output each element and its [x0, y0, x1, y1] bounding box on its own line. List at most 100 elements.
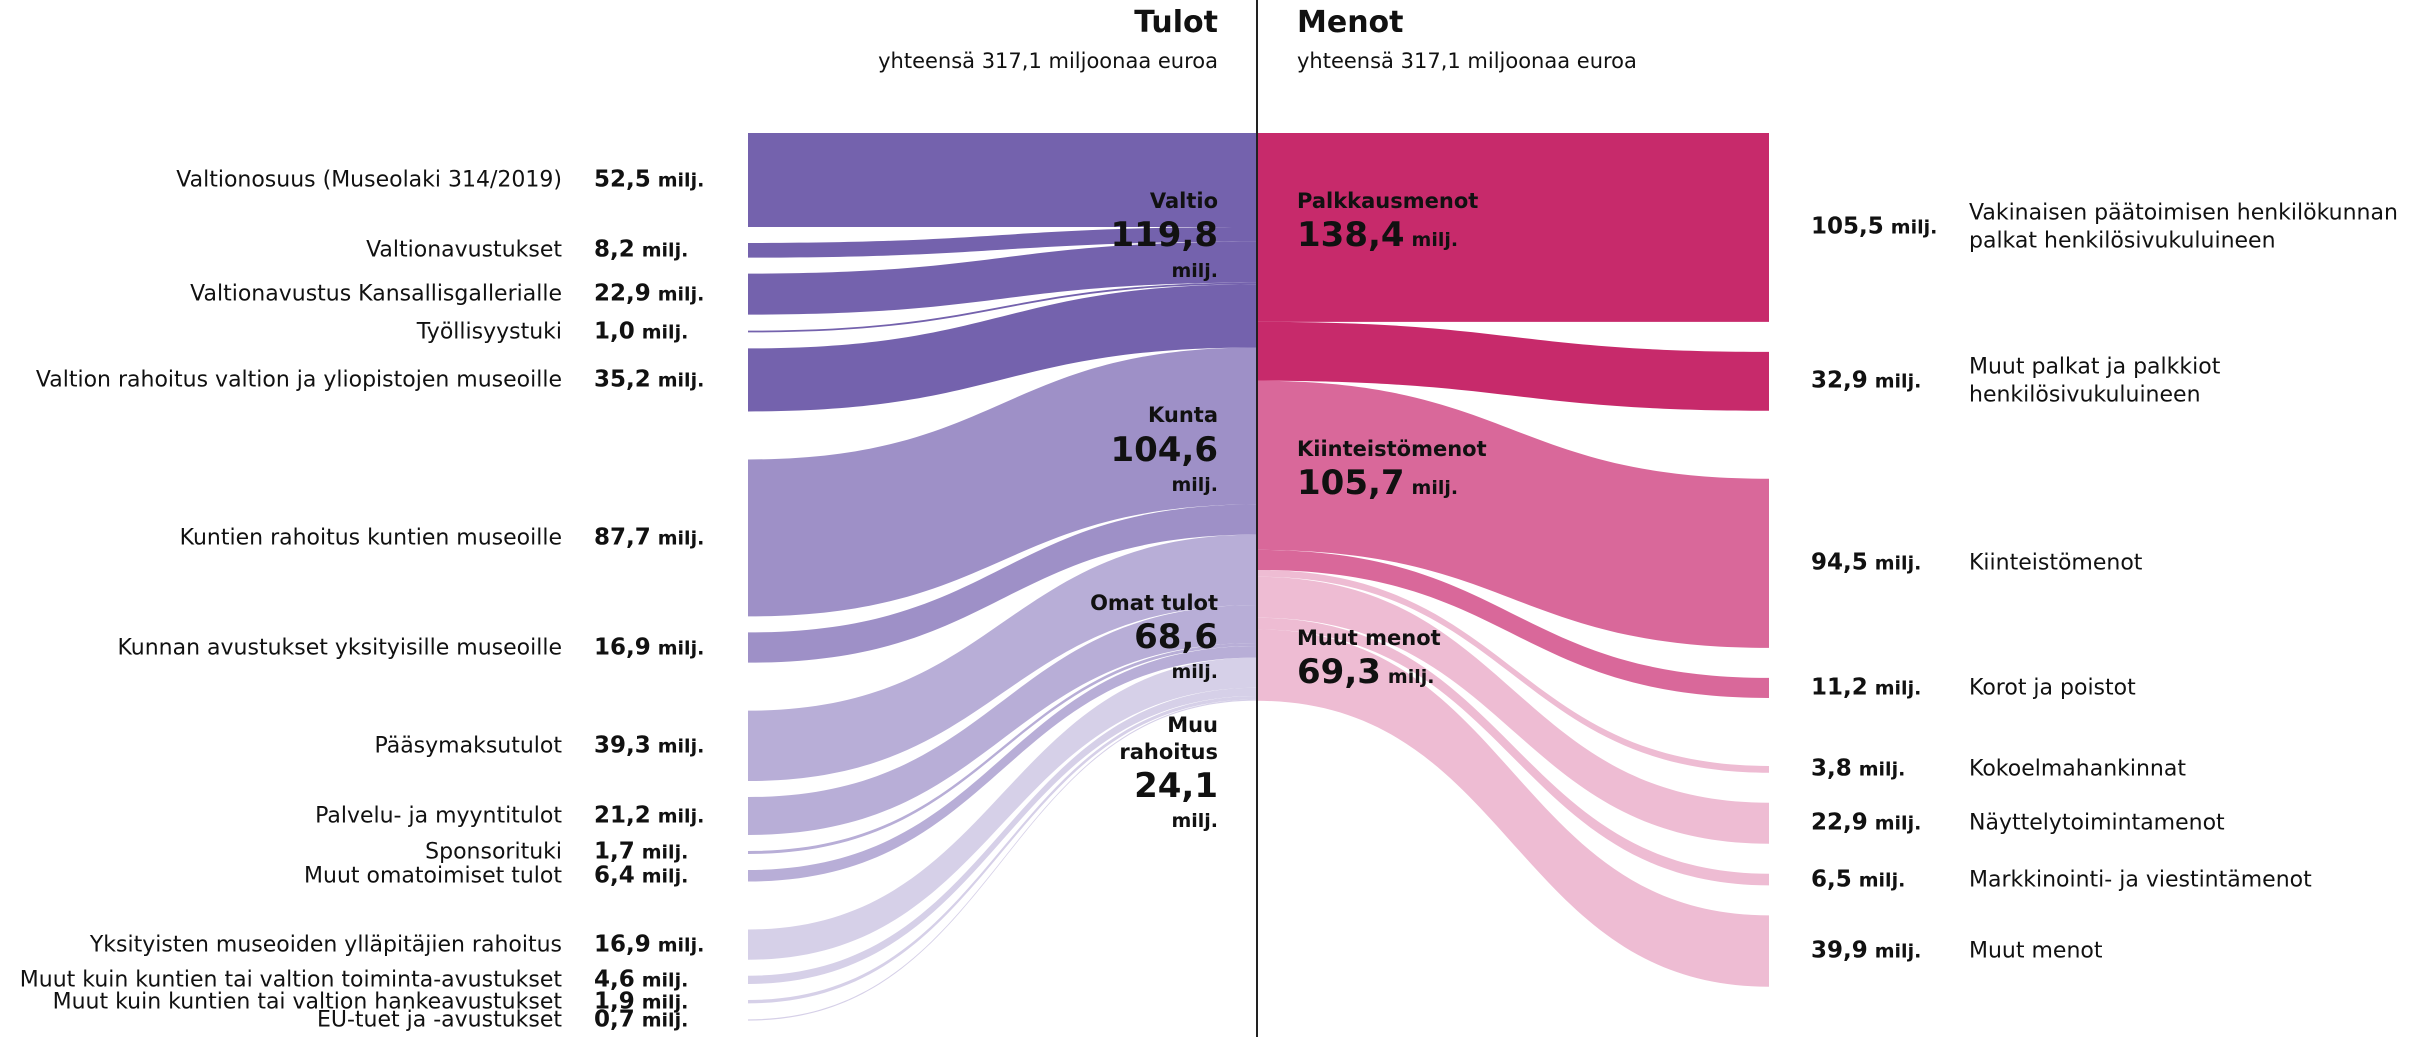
group-value-label: 24,1	[1134, 765, 1218, 806]
value-label: 3,8	[1811, 755, 1852, 782]
unit: milj.	[1858, 869, 1906, 892]
value-label: 1,9	[594, 988, 635, 1015]
group-name: Kiinteistömenot	[1297, 436, 1487, 461]
flow	[748, 646, 1257, 882]
group-label: Muu rahoitus 24,1 milj.	[1088, 712, 1218, 835]
item-value: 22,9 milj.	[1811, 809, 1921, 838]
unit: milj.	[641, 239, 689, 262]
item-name: Kuntien rahoitus kuntien museoille	[179, 525, 562, 551]
flow	[748, 657, 1257, 960]
unit: milj.	[1890, 217, 1938, 240]
item-value: 94,5 milj.	[1811, 549, 1921, 578]
unit: milj.	[657, 805, 705, 828]
unit: milj.	[1858, 758, 1906, 781]
item-name: Muut omatoimiset tulot	[304, 862, 562, 888]
unit: milj.	[1874, 552, 1922, 575]
group-label: Omat tulot 68,6 milj.	[1088, 590, 1218, 686]
flow	[1257, 321, 1769, 411]
item-value: 52,5 milj.	[594, 166, 704, 195]
group-label: Kiinteistömenot 105,7 milj.	[1297, 436, 1487, 505]
unit: milj.	[1874, 370, 1922, 393]
item-value: 39,9 milj.	[1811, 937, 1921, 966]
value-label: 4,6	[594, 966, 635, 993]
group-value: 105,7 milj.	[1297, 462, 1487, 505]
group-value: 69,3 milj.	[1297, 651, 1441, 694]
flow	[748, 534, 1257, 782]
item-name: Vakinaisen päätoimisen henkilökunnan pal…	[1969, 200, 2398, 254]
side-title: Menot	[1297, 5, 1404, 40]
item-name: Kunnan avustukset yksityisille museoille	[117, 634, 562, 660]
group-value-label: 68,6	[1134, 616, 1218, 657]
flow	[748, 133, 1257, 227]
flow	[748, 284, 1257, 412]
item-name: Valtionavustukset	[366, 237, 562, 263]
flow	[748, 226, 1257, 258]
unit: milj.	[1171, 259, 1218, 282]
item-name: EU-tuet ja -avustukset	[316, 1007, 562, 1033]
item-name: Työllisyystuki	[416, 318, 562, 344]
item-value: 4,6 milj.	[594, 965, 688, 994]
unit: milj.	[641, 842, 689, 865]
item-name: Muut palkat ja palkkiot henkilösivukului…	[1969, 354, 2221, 408]
item-name: Valtionavustus Kansallisgallerialle	[190, 281, 562, 307]
value-label: 39,3	[594, 732, 651, 759]
flow	[1257, 569, 1769, 773]
side-subtitle: yhteensä 317,1 miljoonaa euroa	[878, 49, 1218, 73]
group-value-label: 138,4	[1297, 215, 1405, 256]
flow	[748, 695, 1257, 1004]
item-value: 39,3 milj.	[594, 731, 704, 760]
flow	[748, 347, 1257, 617]
unit: milj.	[657, 283, 705, 306]
group-value-label: 104,6	[1110, 429, 1218, 470]
item-name: Kiinteistömenot	[1969, 550, 2143, 576]
unit: milj.	[1411, 476, 1459, 499]
item-name: Korot ja poistot	[1969, 675, 2136, 701]
item-name: Kokoelmahankinnat	[1969, 756, 2186, 782]
value-label: 11,2	[1811, 674, 1868, 701]
unit: milj.	[1874, 940, 1922, 963]
group-name: Omat tulot	[1090, 590, 1218, 615]
group-name: Muut menot	[1297, 625, 1441, 650]
item-name: Pääsymaksutulot	[374, 733, 562, 759]
group-label: Muut menot 69,3 milj.	[1297, 625, 1441, 694]
item-name: Markkinointi- ja viestintämenot	[1969, 866, 2312, 892]
value-label: 35,2	[594, 366, 651, 393]
item-name: Muut kuin kuntien tai valtion toiminta-a…	[19, 967, 562, 993]
flow	[748, 642, 1257, 855]
unit: milj.	[657, 934, 705, 957]
group-value: 24,1 milj.	[1088, 765, 1218, 835]
unit: milj.	[641, 991, 689, 1014]
unit: milj.	[657, 369, 705, 392]
unit: milj.	[641, 969, 689, 992]
item-name: Näyttelytoimintamenot	[1969, 810, 2225, 836]
item-value: 11,2 milj.	[1811, 674, 1921, 703]
group-value: 104,6 milj.	[1088, 429, 1218, 499]
group-label: Valtio 119,8 milj.	[1088, 188, 1218, 284]
item-value: 35,2 milj.	[594, 366, 704, 395]
flow	[1257, 617, 1769, 886]
item-value: 87,7 milj.	[594, 524, 704, 553]
group-value-label: 119,8	[1110, 215, 1218, 256]
item-name: Muut kuin kuntien tai valtion hankeavust…	[52, 988, 562, 1014]
group-value: 138,4 milj.	[1297, 214, 1478, 257]
unit: milj.	[657, 527, 705, 550]
item-value: 16,9 milj.	[594, 930, 704, 959]
value-label: 6,4	[594, 862, 635, 889]
unit: milj.	[1874, 812, 1922, 835]
flow	[1257, 629, 1769, 987]
group-name: Kunta	[1147, 403, 1218, 428]
item-value: 105,5 milj.	[1811, 213, 1937, 242]
flow	[748, 282, 1257, 333]
value-label: 22,9	[594, 280, 651, 307]
group-name: Muu rahoitus	[1119, 713, 1218, 764]
unit: milj.	[641, 321, 689, 344]
item-name: Valtionosuus (Museolaki 314/2019)	[176, 167, 562, 193]
group-name: Palkkausmenot	[1297, 189, 1479, 213]
item-value: 0,7 milj.	[594, 1006, 688, 1035]
item-value: 16,9 milj.	[594, 633, 704, 662]
flow	[748, 699, 1257, 1021]
value-label: 8,2	[594, 236, 635, 263]
value-label: 1,0	[594, 318, 635, 345]
